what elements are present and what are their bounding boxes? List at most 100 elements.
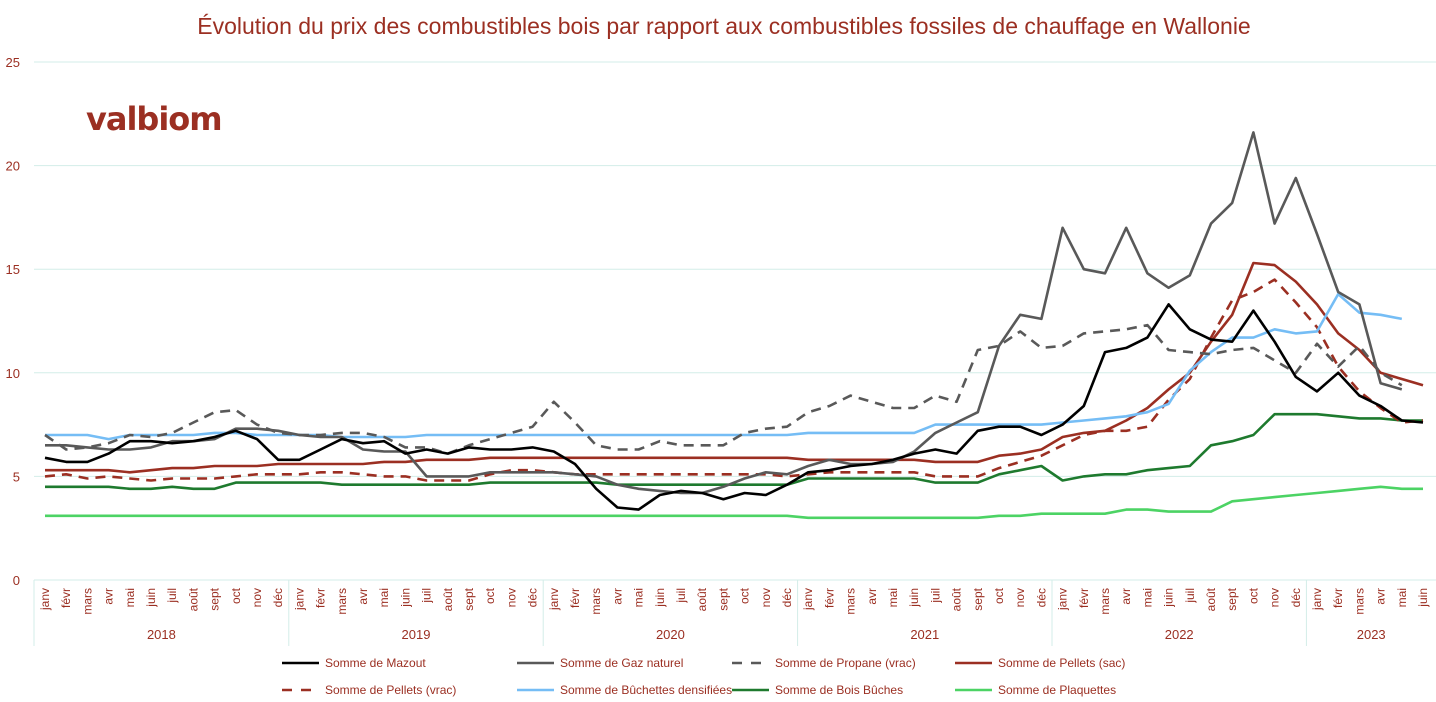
x-tick-label: mars <box>589 588 603 615</box>
series-line-7 <box>45 485 1423 520</box>
x-tick-label: juin <box>144 588 158 608</box>
y-tick-label: 20 <box>6 159 20 174</box>
x-tick-label: nov <box>759 588 773 607</box>
x-tick-label: août <box>1204 587 1218 611</box>
x-tick-label: mai <box>886 588 900 607</box>
x-tick-label: juil <box>420 588 434 604</box>
x-tick-label: févr <box>314 588 328 608</box>
x-tick-label: févr <box>59 588 73 608</box>
legend-item: Somme de Pellets (vrac) <box>282 683 456 697</box>
x-tick-label: mai <box>1140 588 1154 607</box>
x-tick-label: déc <box>780 588 794 607</box>
x-tick-label: avr <box>610 588 624 605</box>
x-tick-label: sept <box>462 587 476 610</box>
series-line-3 <box>45 261 1424 474</box>
series-line-5 <box>45 292 1403 441</box>
x-tick-label: déc <box>1034 588 1048 607</box>
series-lines <box>44 131 1424 520</box>
x-tick-label: févr <box>822 588 836 608</box>
x-tick-label: oct <box>738 587 752 604</box>
x-tick-label: mai <box>1395 588 1409 607</box>
y-tick-label: 15 <box>6 262 20 277</box>
y-tick-label: 25 <box>6 55 20 70</box>
legend-label: Somme de Plaquettes <box>998 683 1116 697</box>
x-tick-label: mars <box>80 588 94 615</box>
legend-item: Somme de Gaz naturel <box>517 656 683 670</box>
x-tick-label: mars <box>1352 588 1366 615</box>
legend-item: Somme de Pellets (sac) <box>955 656 1125 670</box>
legend-item: Somme de Plaquettes <box>955 683 1116 697</box>
x-tick-label: juin <box>1416 588 1430 608</box>
legend-label: Somme de Propane (vrac) <box>775 656 916 670</box>
y-axis: 0 5 10 15 20 25 <box>6 55 20 588</box>
x-tick-label: déc <box>1289 588 1303 607</box>
x-tick-label: août <box>695 587 709 611</box>
legend-label: Somme de Pellets (vrac) <box>325 683 456 697</box>
year-label: 2023 <box>1357 627 1386 642</box>
legend-label: Somme de Bûchettes densifiées <box>560 683 732 697</box>
x-tick-label: sept <box>1225 587 1239 610</box>
x-tick-label: janv <box>38 588 52 611</box>
x-axis: janv févr mars avr mai juin juil août sept oct nov… <box>33 579 1436 646</box>
year-label: 2018 <box>147 627 176 642</box>
x-tick-label: juil <box>674 588 688 604</box>
x-tick-label: avr <box>1119 588 1133 605</box>
x-tick-label: juin <box>1162 588 1176 608</box>
x-tick-label: févr <box>1077 588 1091 608</box>
series-line-0 <box>44 303 1424 511</box>
legend: Somme de Mazout Somme de Gaz naturel Somme… <box>282 656 1125 697</box>
x-tick-label: sept <box>716 587 730 610</box>
x-tick-label: janv <box>801 588 815 611</box>
x-tick-label: juin <box>907 588 921 608</box>
valbiom-logo: valbiom <box>86 100 222 138</box>
y-tick-label: 5 <box>13 469 20 484</box>
x-tick-label: août <box>441 587 455 611</box>
x-tick-label: mai <box>123 588 137 607</box>
x-tick-label: nov <box>504 588 518 607</box>
legend-label: Somme de Bois Bûches <box>775 683 903 697</box>
series-line-4 <box>44 278 1424 482</box>
x-tick-label: mars <box>1098 588 1112 615</box>
gridlines <box>34 61 1436 477</box>
x-tick-label: oct <box>229 587 243 604</box>
x-tick-label: juil <box>1183 588 1197 604</box>
x-tick-label: avr <box>865 588 879 605</box>
x-tick-label: nov <box>1268 588 1282 607</box>
x-tick-label: févr <box>568 588 582 608</box>
x-tick-label: juin <box>398 588 412 608</box>
x-tick-label: janv <box>1056 588 1070 611</box>
series-line-6 <box>45 412 1423 491</box>
x-tick-label: déc <box>526 588 540 607</box>
x-tick-label: nov <box>1013 588 1027 607</box>
x-tick-label: sept <box>208 587 222 610</box>
x-tick-label: févr <box>1331 588 1345 608</box>
legend-item: Somme de Bûchettes densifiées <box>517 683 732 697</box>
x-tick-label: mars <box>335 588 349 615</box>
legend-item: Somme de Propane (vrac) <box>732 656 916 670</box>
x-tick-label: sept <box>971 587 985 610</box>
x-tick-label: mai <box>632 588 646 607</box>
x-tick-label: août <box>186 587 200 611</box>
series-line-2 <box>44 323 1403 455</box>
x-tick-label: avr <box>1374 588 1388 605</box>
x-tick-label: juin <box>653 588 667 608</box>
x-tick-label: août <box>950 587 964 611</box>
x-tick-label: oct <box>992 587 1006 604</box>
year-label: 2020 <box>656 627 685 642</box>
x-tick-label: mai <box>377 588 391 607</box>
x-tick-label: nov <box>250 588 264 607</box>
y-tick-label: 0 <box>13 573 20 588</box>
legend-label: Somme de Gaz naturel <box>560 656 683 670</box>
y-tick-label: 10 <box>6 366 20 381</box>
year-label: 2021 <box>910 627 939 642</box>
year-label: 2022 <box>1165 627 1194 642</box>
x-tick-label: déc <box>271 588 285 607</box>
x-tick-label: avr <box>356 588 370 605</box>
x-tick-label: mars <box>844 588 858 615</box>
legend-item: Somme de Mazout <box>282 656 426 670</box>
x-tick-label: janv <box>292 588 306 611</box>
x-tick-label: janv <box>547 588 561 611</box>
x-tick-label: juil <box>165 588 179 604</box>
x-tick-label: janv <box>1310 588 1324 611</box>
